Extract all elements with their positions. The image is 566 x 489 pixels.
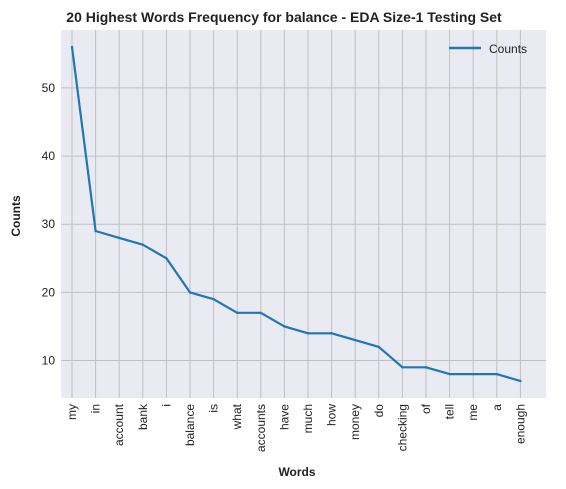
x-tick-label: money — [348, 404, 362, 440]
y-tick-label: 40 — [42, 149, 56, 163]
x-tick-label: bank — [136, 403, 150, 430]
data-point — [212, 297, 215, 301]
x-tick-label: much — [301, 404, 315, 433]
data-point — [495, 372, 498, 376]
chart-title: 20 Highest Words Frequency for balance -… — [66, 9, 502, 25]
y-tick-label: 10 — [42, 354, 56, 368]
series-line-counts — [70, 45, 522, 383]
x-tick-label: what — [230, 403, 244, 430]
x-axis-ticks: my in account bank i balance is what accounts hav… — [65, 403, 527, 452]
data-point — [94, 229, 97, 233]
x-tick-label: enough — [513, 404, 527, 444]
x-tick-label: of — [419, 403, 433, 414]
y-tick-label: 50 — [42, 81, 56, 95]
data-point — [70, 45, 74, 49]
x-tick-label: account — [112, 403, 126, 446]
data-point — [118, 236, 121, 240]
x-tick-label: balance — [183, 404, 197, 446]
data-point — [330, 332, 333, 335]
data-point — [283, 325, 286, 328]
x-tick-label: accounts — [254, 404, 268, 452]
data-point — [306, 332, 310, 335]
data-point — [188, 291, 192, 294]
x-tick-label: a — [490, 404, 504, 411]
x-tick-label: me — [466, 404, 480, 421]
data-point — [354, 338, 357, 342]
x-tick-label: my — [65, 404, 79, 420]
x-tick-label: checking — [395, 404, 409, 451]
data-point — [377, 345, 380, 349]
data-point — [236, 311, 239, 315]
plot-area — [61, 30, 546, 398]
data-point — [165, 257, 168, 260]
series-points — [70, 45, 522, 383]
x-axis-label: Words — [278, 465, 315, 479]
x-tick-label: do — [372, 404, 386, 418]
legend: Counts — [449, 42, 527, 56]
data-point — [141, 243, 144, 246]
grid-lines — [61, 30, 546, 398]
x-tick-label: how — [325, 404, 339, 426]
y-axis-ticks: 10 20 30 40 50 — [42, 81, 56, 368]
y-tick-label: 30 — [42, 217, 56, 231]
y-axis-label: Counts — [9, 195, 23, 237]
data-point — [259, 311, 262, 315]
data-point — [448, 372, 451, 376]
data-point — [472, 372, 475, 376]
x-tick-label: is — [207, 404, 221, 413]
x-tick-label: have — [277, 404, 291, 430]
y-tick-label: 20 — [42, 285, 56, 299]
data-point — [401, 366, 404, 369]
x-tick-label: i — [159, 404, 173, 407]
legend-label-counts: Counts — [489, 42, 527, 56]
x-tick-label: tell — [443, 404, 457, 419]
x-tick-label: in — [89, 404, 103, 413]
data-point — [519, 379, 522, 383]
data-point — [424, 366, 428, 369]
